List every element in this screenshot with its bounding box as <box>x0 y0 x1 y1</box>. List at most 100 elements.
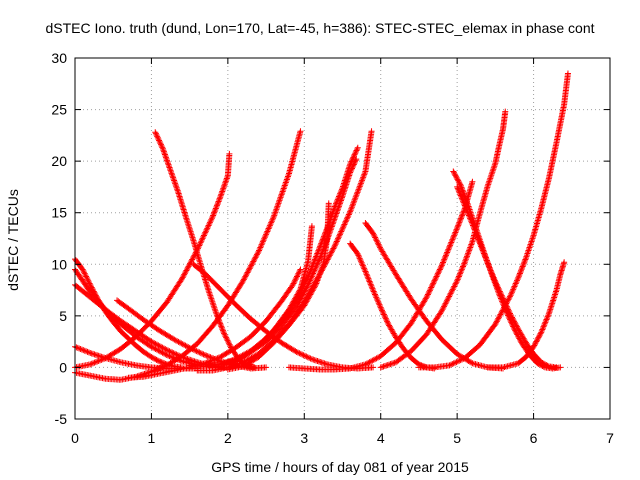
data-point <box>439 306 446 313</box>
series-arc-p <box>362 220 506 372</box>
data-point <box>468 218 475 225</box>
data-point <box>488 170 495 177</box>
data-point <box>251 255 258 262</box>
data-point <box>277 195 284 202</box>
data-point <box>464 251 471 258</box>
data-point <box>263 231 270 238</box>
data-point <box>443 299 450 306</box>
data-point <box>216 319 223 326</box>
data-point <box>456 218 463 225</box>
data-point <box>216 197 223 204</box>
data-point <box>283 176 290 183</box>
data-point <box>351 160 358 167</box>
data-point <box>344 214 351 221</box>
series-arc-w <box>125 266 304 381</box>
data-point <box>181 270 188 277</box>
data-point <box>156 137 163 144</box>
data-point <box>495 315 502 322</box>
data-point <box>380 311 387 318</box>
data-point <box>337 197 344 204</box>
data-point <box>153 346 160 353</box>
data-point <box>329 220 336 227</box>
data-point <box>524 250 531 257</box>
data-point <box>362 268 369 275</box>
data-point <box>460 188 467 195</box>
data-point <box>254 250 261 257</box>
data-point <box>313 263 320 270</box>
data-point <box>465 211 472 218</box>
data-point <box>364 274 371 281</box>
data-point <box>492 280 499 287</box>
data-point <box>160 363 167 370</box>
data-point <box>450 235 457 242</box>
data-point <box>451 171 458 178</box>
data-point <box>207 294 214 301</box>
data-point <box>358 178 365 185</box>
data-point <box>176 339 183 346</box>
data-point <box>377 304 384 311</box>
data-point <box>453 359 460 366</box>
data-point <box>331 242 338 249</box>
data-point <box>502 300 509 307</box>
data-point <box>457 191 464 198</box>
data-point <box>544 362 551 369</box>
data-point <box>328 248 335 255</box>
data-point <box>153 366 160 373</box>
data-point <box>312 281 319 288</box>
data-point <box>527 241 534 248</box>
data-point <box>81 270 88 277</box>
data-point <box>422 295 429 302</box>
data-point <box>92 359 99 366</box>
data-point <box>442 252 449 259</box>
data-point <box>291 279 298 286</box>
data-points <box>72 70 571 383</box>
data-point <box>349 202 356 209</box>
data-point <box>553 364 560 371</box>
data-point <box>445 294 452 301</box>
data-point <box>263 229 270 236</box>
data-point <box>540 323 547 330</box>
data-point <box>74 344 81 351</box>
data-point <box>201 352 208 359</box>
data-point <box>248 262 255 269</box>
data-point <box>350 199 357 206</box>
data-point <box>441 303 448 310</box>
data-point <box>167 165 174 172</box>
data-point <box>513 323 520 330</box>
data-point <box>198 236 205 243</box>
data-point <box>384 319 391 326</box>
data-point <box>73 344 80 351</box>
data-point <box>430 278 437 285</box>
data-point <box>460 199 467 206</box>
data-point <box>454 277 461 284</box>
data-point <box>540 360 547 367</box>
data-point <box>153 356 160 363</box>
data-point <box>329 246 336 253</box>
data-point <box>91 359 98 366</box>
data-point <box>510 317 517 324</box>
data-point <box>487 265 494 272</box>
data-point <box>86 280 93 287</box>
data-point <box>157 141 164 148</box>
data-point <box>471 225 478 232</box>
data-point <box>282 180 289 187</box>
data-point <box>453 175 460 182</box>
data-point <box>501 298 508 305</box>
data-point <box>179 274 186 281</box>
data-point <box>219 188 226 195</box>
data-point <box>297 266 304 273</box>
data-point <box>462 256 469 263</box>
data-point <box>541 320 548 327</box>
data-point <box>189 256 196 263</box>
data-point <box>242 273 249 280</box>
data-point <box>358 259 365 266</box>
data-point <box>209 213 216 220</box>
data-point <box>98 356 105 363</box>
data-point <box>472 228 479 235</box>
data-point <box>460 263 467 270</box>
data-point <box>162 152 169 159</box>
data-point <box>297 295 304 302</box>
data-point <box>441 302 448 309</box>
data-point <box>214 201 221 208</box>
series-arc-t <box>450 168 564 372</box>
